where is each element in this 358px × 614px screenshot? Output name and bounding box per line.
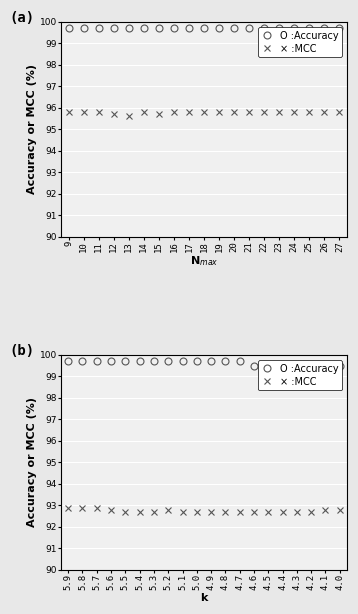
× :MCC [223, 508, 228, 516]
× :MCC [292, 109, 296, 116]
× :MCC [109, 506, 113, 513]
O :Accuracy [97, 25, 101, 32]
× :MCC [97, 109, 101, 116]
× :MCC [307, 109, 311, 116]
O :Accuracy [137, 358, 142, 365]
× :MCC [323, 506, 328, 513]
O :Accuracy [95, 358, 99, 365]
O :Accuracy [187, 25, 191, 32]
O :Accuracy [252, 362, 256, 370]
× :MCC [280, 508, 285, 516]
O :Accuracy [266, 362, 270, 370]
× :MCC [266, 508, 270, 516]
O :Accuracy [166, 358, 170, 365]
O :Accuracy [247, 25, 251, 32]
× :MCC [187, 109, 191, 116]
Line: × :MCC: × :MCC [65, 504, 343, 515]
O :Accuracy [309, 362, 313, 370]
O :Accuracy [112, 25, 116, 32]
× :MCC [202, 109, 206, 116]
O :Accuracy [337, 25, 342, 32]
Text: (a): (a) [10, 11, 35, 25]
Line: O :Accuracy: O :Accuracy [65, 25, 343, 32]
× :MCC [238, 508, 242, 516]
× :MCC [112, 111, 116, 118]
× :MCC [232, 109, 236, 116]
X-axis label: k: k [200, 593, 208, 603]
O :Accuracy [238, 358, 242, 365]
O :Accuracy [232, 25, 236, 32]
O :Accuracy [142, 25, 146, 32]
O :Accuracy [295, 362, 299, 370]
× :MCC [209, 508, 213, 516]
× :MCC [82, 109, 86, 116]
O :Accuracy [209, 358, 213, 365]
Legend: O :Accuracy, × :MCC: O :Accuracy, × :MCC [258, 27, 342, 58]
× :MCC [142, 109, 146, 116]
O :Accuracy [292, 25, 296, 32]
O :Accuracy [323, 362, 328, 370]
O :Accuracy [180, 358, 185, 365]
O :Accuracy [67, 25, 71, 32]
Line: × :MCC: × :MCC [65, 109, 343, 120]
O :Accuracy [172, 25, 176, 32]
O :Accuracy [202, 25, 206, 32]
O :Accuracy [217, 25, 221, 32]
Y-axis label: Accuracy or MCC (%): Accuracy or MCC (%) [27, 397, 37, 527]
Line: O :Accuracy: O :Accuracy [65, 358, 343, 369]
O :Accuracy [152, 358, 156, 365]
Text: (b): (b) [10, 344, 35, 358]
× :MCC [277, 109, 281, 116]
O :Accuracy [123, 358, 127, 365]
× :MCC [80, 504, 84, 511]
× :MCC [338, 506, 342, 513]
O :Accuracy [338, 362, 342, 370]
× :MCC [322, 109, 326, 116]
× :MCC [66, 504, 70, 511]
O :Accuracy [223, 358, 228, 365]
O :Accuracy [280, 362, 285, 370]
× :MCC [137, 508, 142, 516]
O :Accuracy [157, 25, 161, 32]
Legend: O :Accuracy, × :MCC: O :Accuracy, × :MCC [258, 360, 342, 391]
× :MCC [166, 506, 170, 513]
× :MCC [152, 508, 156, 516]
O :Accuracy [66, 358, 70, 365]
× :MCC [67, 109, 71, 116]
× :MCC [172, 109, 176, 116]
O :Accuracy [109, 358, 113, 365]
X-axis label: N$_{max}$: N$_{max}$ [190, 254, 218, 268]
O :Accuracy [262, 25, 266, 32]
Y-axis label: Accuracy or MCC (%): Accuracy or MCC (%) [27, 64, 37, 194]
× :MCC [262, 109, 266, 116]
O :Accuracy [127, 25, 131, 32]
× :MCC [95, 504, 99, 511]
× :MCC [180, 508, 185, 516]
× :MCC [252, 508, 256, 516]
O :Accuracy [322, 25, 326, 32]
O :Accuracy [82, 25, 86, 32]
× :MCC [127, 113, 131, 120]
× :MCC [337, 109, 342, 116]
× :MCC [217, 109, 221, 116]
O :Accuracy [307, 25, 311, 32]
× :MCC [157, 111, 161, 118]
× :MCC [295, 508, 299, 516]
× :MCC [195, 508, 199, 516]
O :Accuracy [80, 358, 84, 365]
O :Accuracy [277, 25, 281, 32]
O :Accuracy [195, 358, 199, 365]
× :MCC [123, 508, 127, 516]
× :MCC [309, 508, 313, 516]
× :MCC [247, 109, 251, 116]
